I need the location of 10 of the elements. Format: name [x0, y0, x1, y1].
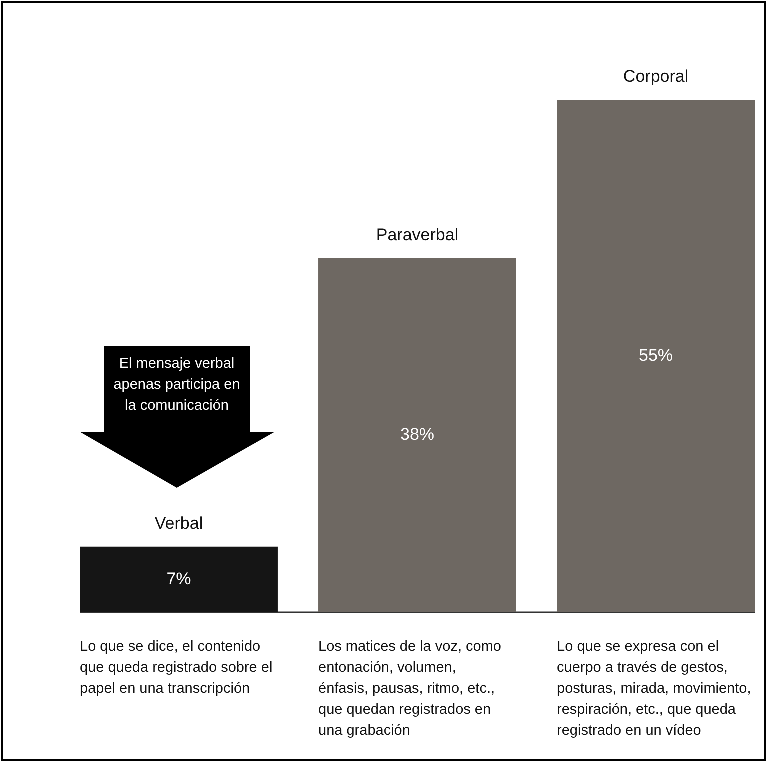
annotation: El mensaje verbal apenas participa en la comunicación [114, 356, 240, 414]
text: Lo que se dice, el contenido que queda registrado sobre el papel en una transcripción [80, 639, 273, 697]
data-label: 38% [400, 425, 435, 444]
x-tick-label: Paraverbal [376, 225, 459, 244]
x-tick-label: Corporal [623, 67, 689, 86]
data-label: 55% [639, 346, 674, 365]
x-tick-label: Verbal [154, 514, 204, 533]
data-label: 7% [166, 569, 192, 588]
text: Los matices de la voz, como entonación, volumen, énfasis, pausas, ritmo, etc., que quedan registrados en una grabación [318, 639, 502, 739]
text: Lo que se expresa con el cuerpo a través de gestos, posturas, mirada, movimiento, respiración, etc., que queda registrado en un vídeo [557, 639, 752, 739]
